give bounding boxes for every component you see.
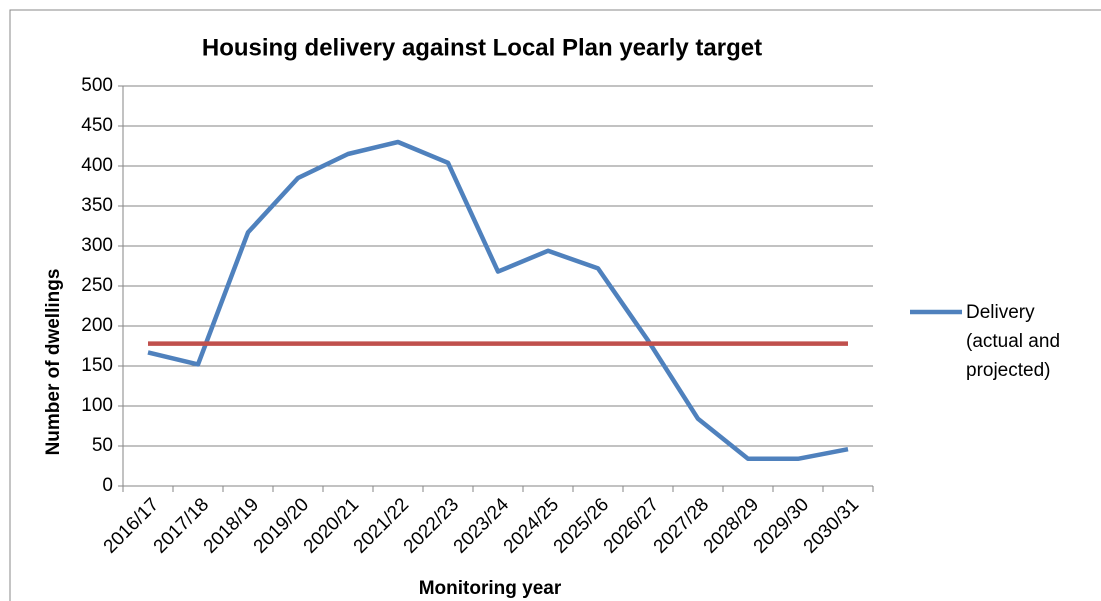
x-tick-label: 2017/18 [150,494,213,557]
y-tick-label: 450 [81,115,113,136]
x-tick-label: 2026/27 [600,494,663,557]
y-tick-label: 150 [81,355,113,376]
x-tick-label: 2019/20 [250,494,313,557]
y-tick-label: 0 [102,475,113,496]
x-tick-label: 2029/30 [750,494,813,557]
y-tick-label: 250 [81,275,113,296]
y-tick-label: 200 [81,315,113,336]
x-tick-label: 2022/23 [400,494,463,557]
y-axis-label: Number of dwellings [43,269,64,456]
x-tick-label: 2027/28 [650,494,713,557]
y-tick-label: 400 [81,155,113,176]
y-tick-label: 500 [81,75,113,96]
x-axis-label: Monitoring year [419,578,562,599]
x-tick-label: 2025/26 [550,494,613,557]
legend-label: Delivery (actual and projected) [966,302,1061,381]
chart-title: Housing delivery against Local Plan year… [202,34,762,61]
y-tick-label: 100 [81,395,113,416]
x-tick-label: 2018/19 [200,494,263,557]
x-tick-label: 2030/31 [800,494,863,557]
x-tick-label: 2024/25 [500,494,563,557]
y-tick-label: 50 [92,435,113,456]
x-tick-label: 2016/17 [100,494,163,557]
x-tick-label: 2021/22 [350,494,413,557]
x-tick-label: 2028/29 [700,494,763,557]
y-tick-label: 300 [81,235,113,256]
series-line [147,139,849,462]
y-tick-label: 350 [81,195,113,216]
chart-frame [9,9,1101,601]
x-tick-label: 2020/21 [300,494,363,557]
